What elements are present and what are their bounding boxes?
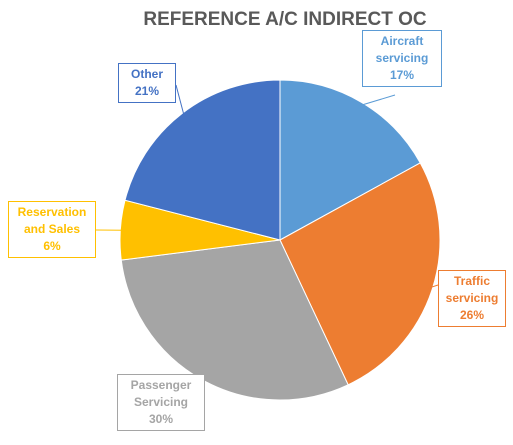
leader-line xyxy=(175,84,185,117)
value-label: 26% xyxy=(459,308,485,322)
category-label: Other xyxy=(130,67,163,81)
category-label: Passenger Servicing xyxy=(130,378,192,409)
leader-line xyxy=(428,284,439,289)
category-label: Traffic servicing xyxy=(445,274,499,305)
category-label: Reservation and Sales xyxy=(17,205,87,236)
category-label: Aircraft servicing xyxy=(375,34,429,65)
pie-slice xyxy=(124,79,281,241)
data-label: Traffic servicing 26% xyxy=(438,270,506,327)
value-label: 17% xyxy=(389,68,415,82)
data-label: Reservation and Sales 6% xyxy=(8,201,96,258)
data-label: Aircraft servicing 17% xyxy=(362,30,442,87)
data-label: Passenger Servicing 30% xyxy=(117,374,205,431)
value-label: 21% xyxy=(134,84,160,98)
data-label: Other 21% xyxy=(118,63,176,103)
chart-title: REFERENCE A/C INDIRECT OC xyxy=(143,9,427,30)
value-label: 30% xyxy=(148,412,174,426)
value-label: 6% xyxy=(43,239,61,253)
leader-line xyxy=(359,94,396,107)
pie-slice xyxy=(279,162,441,386)
pie-slice xyxy=(279,79,421,241)
